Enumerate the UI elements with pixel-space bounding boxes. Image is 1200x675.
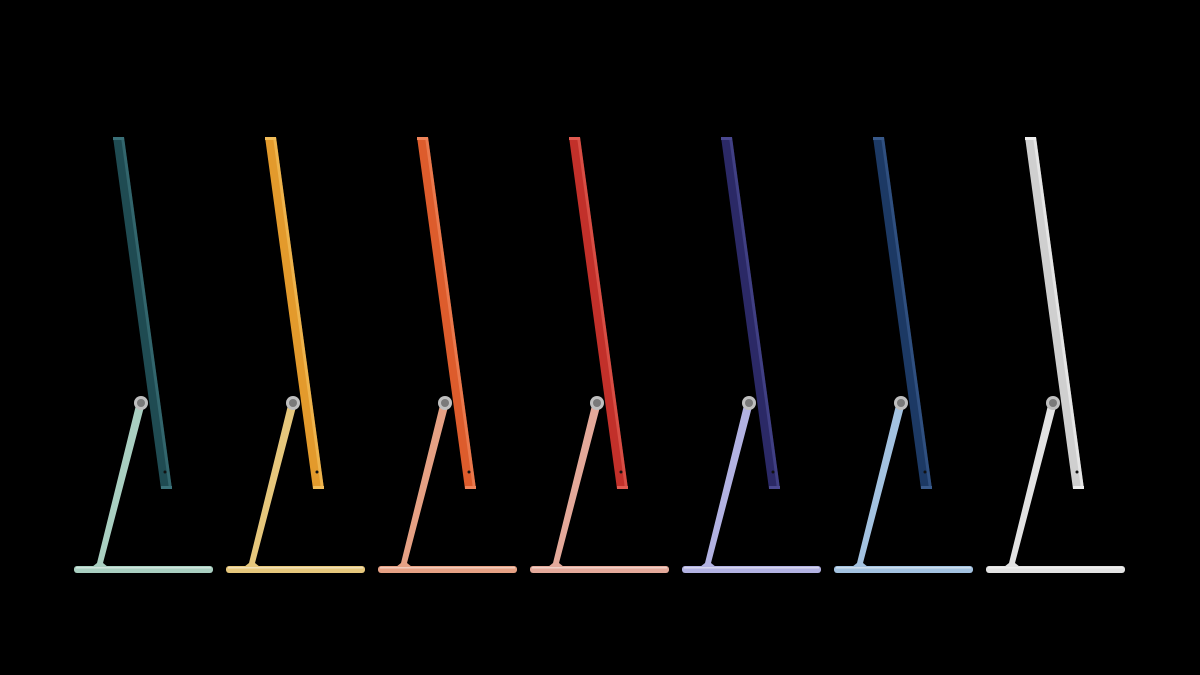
imac-panel-edge [273, 137, 324, 489]
imac-panel-bottom [313, 486, 324, 489]
imac-base [74, 566, 213, 573]
imac-hinge-center [441, 399, 449, 407]
headphone-jack-icon [923, 470, 927, 474]
imac-purple [682, 137, 821, 573]
imac-base [378, 566, 517, 573]
imac-hinge-center [1049, 399, 1057, 407]
imac-blue [834, 137, 973, 573]
imac-stand-arm [548, 401, 601, 567]
imac-base [682, 566, 821, 573]
imac-stand-arm [244, 401, 297, 567]
imac-group [74, 137, 1125, 573]
imac-panel-edge [425, 137, 476, 489]
imac-panel-edge [729, 137, 780, 489]
imac-stand-arm [396, 401, 449, 567]
headphone-jack-icon [315, 470, 319, 474]
imac-panel-edge [121, 137, 172, 489]
imac-panel-edge [881, 137, 932, 489]
imac-base-highlight [380, 567, 515, 569]
imac-base-highlight [684, 567, 819, 569]
headphone-jack-icon [467, 470, 471, 474]
headphone-jack-icon [619, 470, 623, 474]
imac-panel-bottom [161, 486, 172, 489]
imac-base-highlight [532, 567, 667, 569]
imac-green [74, 137, 213, 573]
imac-panel-bottom [1073, 486, 1084, 489]
headphone-jack-icon [771, 470, 775, 474]
imac-panel-bottom [617, 486, 628, 489]
imac-hinge-center [897, 399, 905, 407]
imac-panel-top [873, 137, 884, 140]
imac-hinge-center [745, 399, 753, 407]
imac-silver [986, 137, 1125, 573]
imac-base [226, 566, 365, 573]
imac-hinge-center [289, 399, 297, 407]
imac-base-highlight [988, 567, 1123, 569]
headphone-jack-icon [163, 470, 167, 474]
imac-stand-arm [700, 401, 753, 567]
imac-panel-edge [577, 137, 628, 489]
imac-stand-arm [92, 401, 145, 567]
imac-panel-edge [1033, 137, 1084, 489]
imac-panel-top [569, 137, 580, 140]
imac-orange [378, 137, 517, 573]
imac-hinge-center [137, 399, 145, 407]
imac-stand-arm [1004, 401, 1057, 567]
imac-panel-top [417, 137, 428, 140]
imac-red [530, 137, 669, 573]
imac-panel-top [721, 137, 732, 140]
imac-base-highlight [76, 567, 211, 569]
imac-panel-bottom [465, 486, 476, 489]
imac-stand-arm [852, 401, 905, 567]
imac-base-highlight [228, 567, 363, 569]
imac-base [530, 566, 669, 573]
imac-base [834, 566, 973, 573]
imac-hinge-center [593, 399, 601, 407]
imac-base-highlight [836, 567, 971, 569]
imac-yellow [226, 137, 365, 573]
imac-panel-top [113, 137, 124, 140]
imac-panel-bottom [769, 486, 780, 489]
headphone-jack-icon [1075, 470, 1079, 474]
imac-panel-bottom [921, 486, 932, 489]
imac-base [986, 566, 1125, 573]
imac-panel-top [1025, 137, 1036, 140]
imac-panel-top [265, 137, 276, 140]
